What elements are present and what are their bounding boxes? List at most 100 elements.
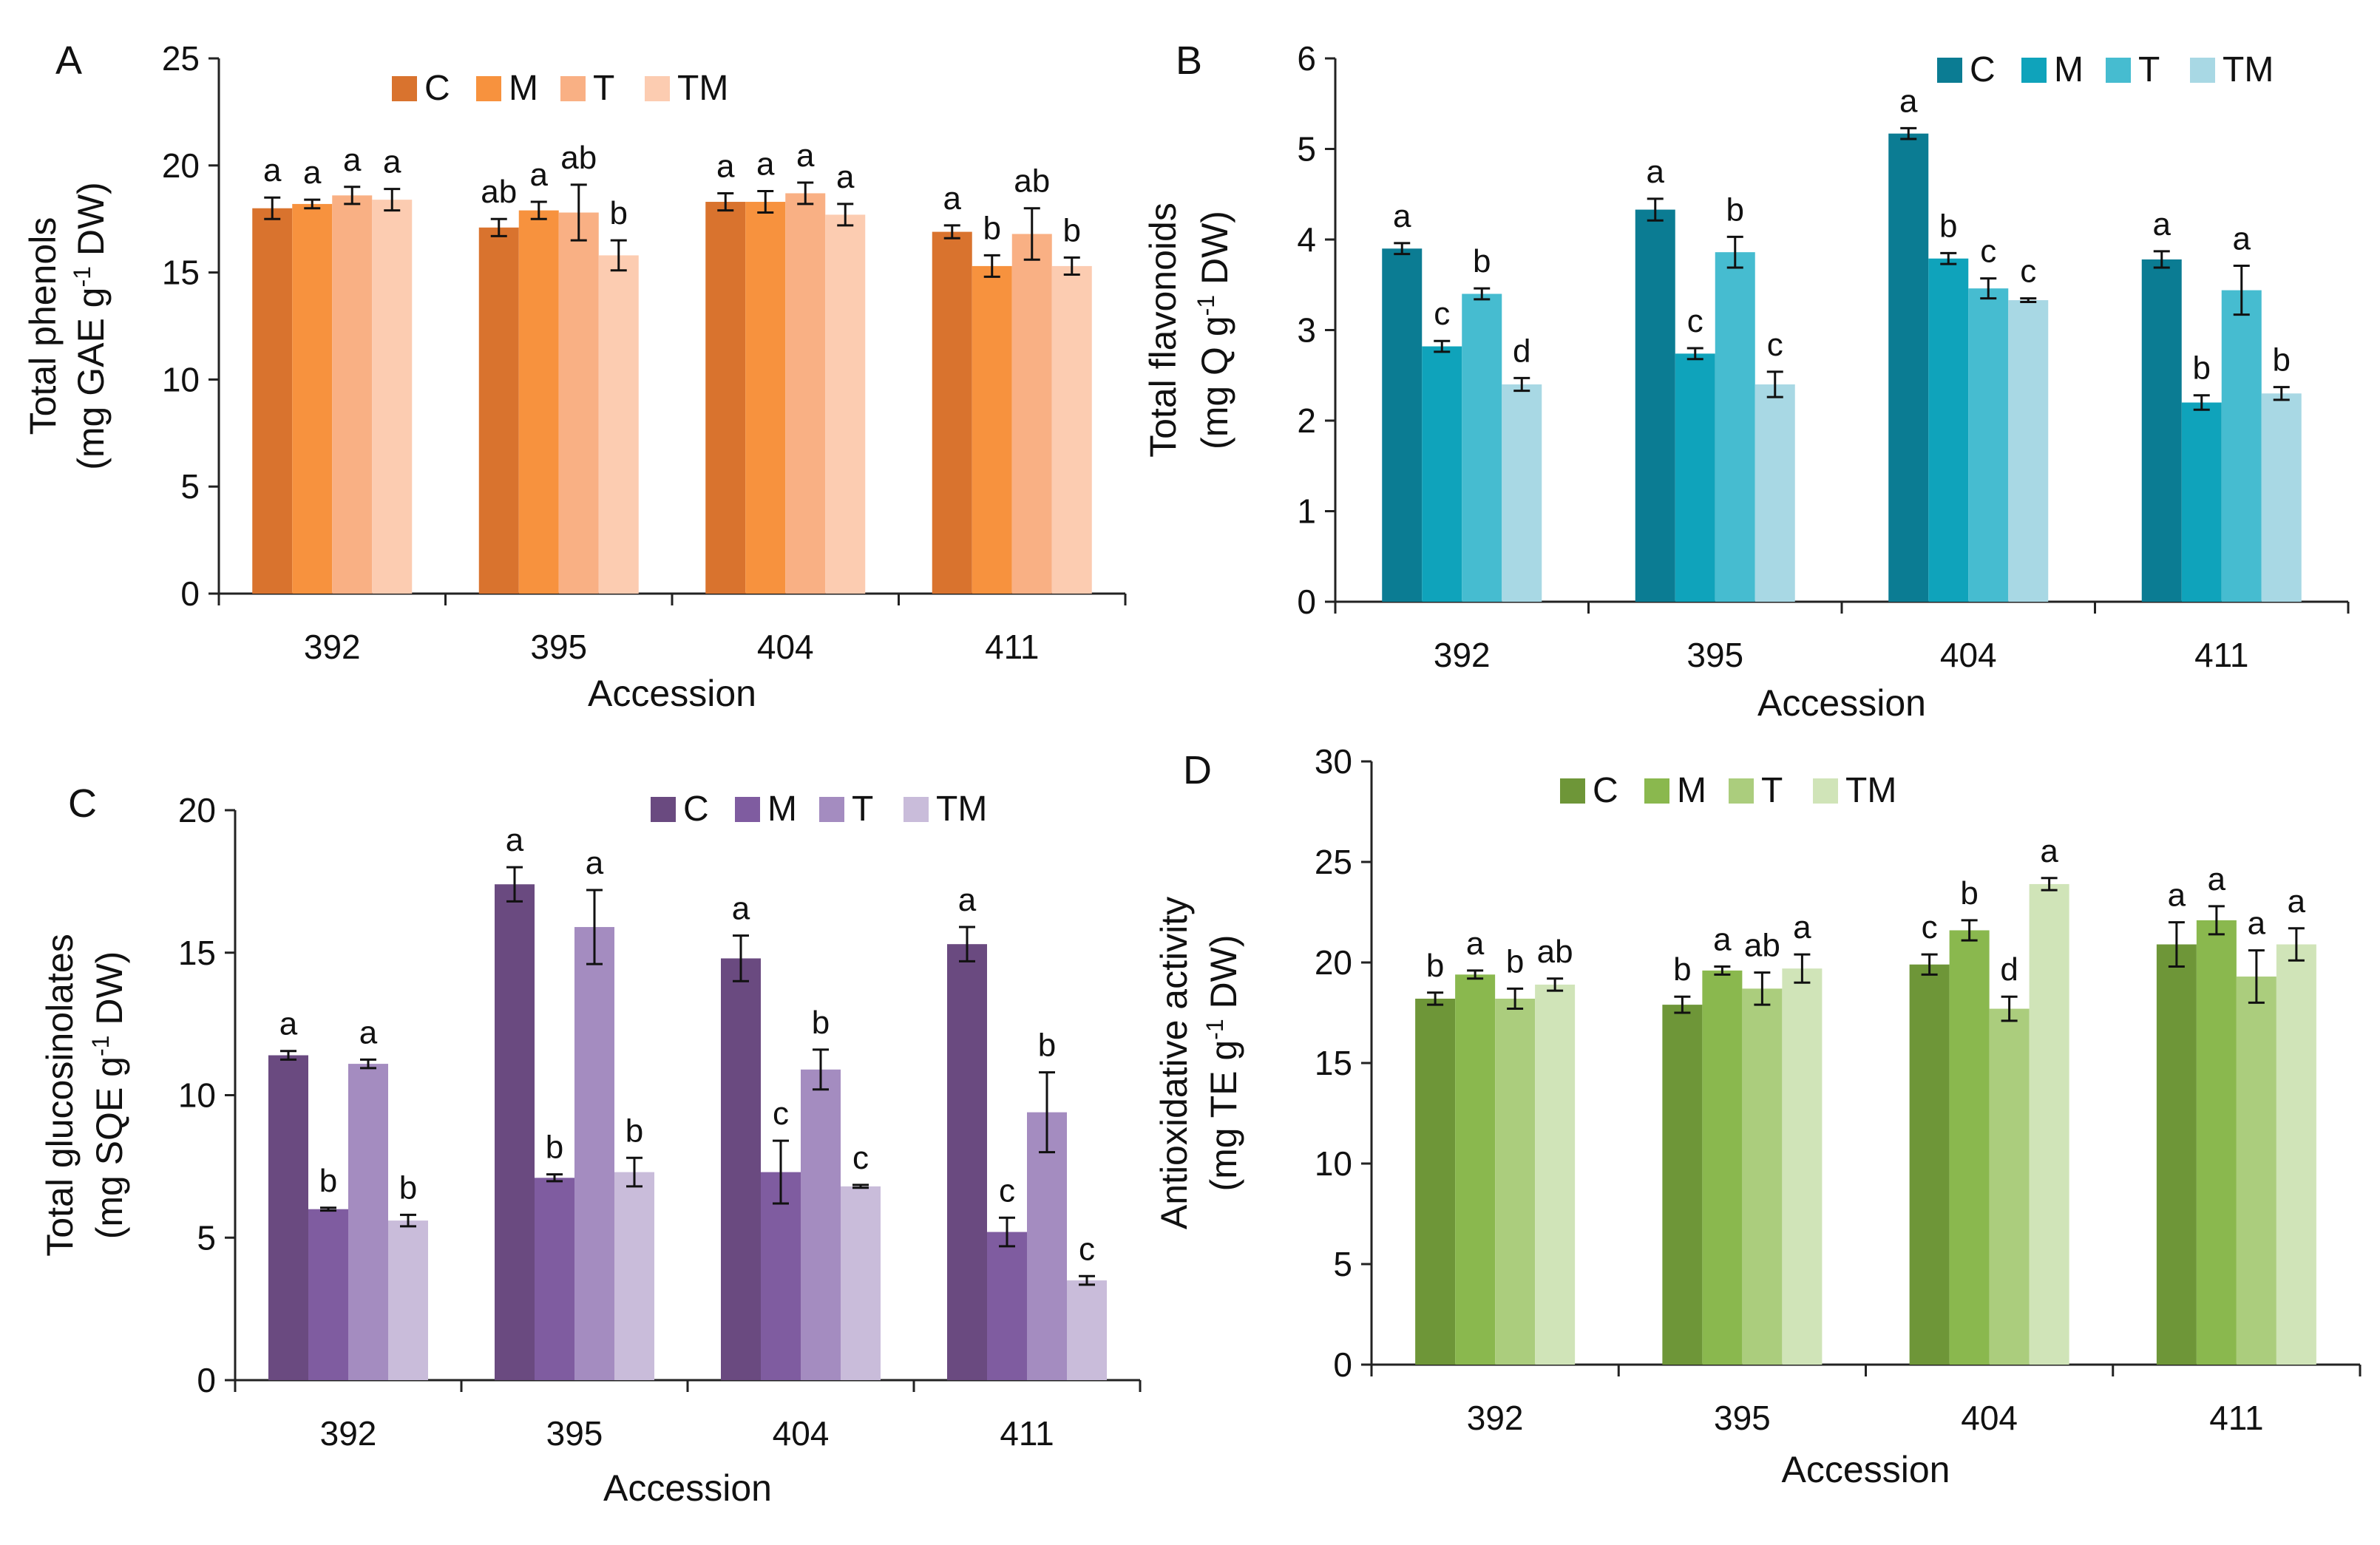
panel-d: D 0 5 10 15 20 25 30 392 395 404 411 Accession Antiox… [1153,742,2362,1490]
x-tick-label: 404 [1961,1399,2018,1437]
legend-swatch [2106,58,2131,83]
x-tick-label: 404 [773,1414,830,1453]
bar [292,203,333,594]
bar [535,1178,574,1380]
significance-label: a [343,142,362,178]
x-axis-title: Accession [603,1467,772,1509]
x-tick-label: 411 [985,628,1039,666]
y-axis-title: Total glucosinolates [39,934,81,1256]
significance-label: b [983,210,1001,246]
y-axis-unit-tail: DW) [1203,935,1244,1019]
x-tick-label: 395 [1686,636,1743,674]
bar [1415,998,1456,1365]
y-axis-unit-tail: DW) [70,182,112,266]
y-tick-label: 15 [178,934,216,972]
panel-c: C 0 5 10 15 20 392 395 404 411 Accession Total gluc… [39,781,1142,1509]
bar [2008,300,2049,602]
y-axis-unit: (mg TE g-1 DW) [1201,935,1244,1192]
legend-swatch [1937,58,1962,83]
y-tick-label: 0 [1297,583,1316,621]
x-axis-title: Accession [1782,1449,1950,1490]
panel-label: D [1183,748,1212,792]
bar [268,1055,308,1380]
legend-label: TM [1845,771,1896,810]
x-tick-label: 392 [320,1414,377,1453]
significance-label: b [2273,342,2291,378]
x-tick-label: 392 [1434,636,1491,674]
y-axis-title: Total phenols [22,217,64,435]
y-axis-unit-superscript: -1 [1201,1019,1228,1039]
bar [705,202,746,594]
legend-label: C [1593,771,1618,810]
legend-swatch [1813,778,1838,804]
significance-label: b [610,195,628,231]
bar [2029,883,2069,1365]
significance-label: b [1506,943,1524,979]
significance-label: a [2208,861,2226,897]
significance-label: b [2193,350,2211,387]
bar [2236,977,2276,1365]
y-axis-unit-superscript: -1 [69,266,95,287]
significance-label: b [1038,1028,1056,1064]
y-tick-label: 4 [1297,220,1316,259]
bar [1755,384,1795,602]
significance-label: b [399,1169,417,1206]
significance-label: a [2233,221,2251,257]
bar [1455,974,1496,1365]
x-tick-label: 395 [1714,1399,1771,1437]
x-tick-label: 395 [530,628,587,666]
bar [972,265,1012,594]
significance-label: c [2020,254,2036,290]
bar [558,212,599,594]
bar [478,227,519,594]
significance-label: c [1079,1231,1095,1267]
significance-label: ab [560,140,597,176]
significance-label: ab [1014,163,1050,200]
significance-label: a [2288,883,2306,920]
x-tick-label: 411 [2209,1399,2263,1437]
bar [825,214,866,594]
x-tick-label: 392 [304,628,361,666]
bar [1635,209,1675,602]
legend-label: M [2054,50,2084,89]
bar [1949,930,1990,1365]
bar [1382,248,1423,602]
significance-label: a [716,148,735,184]
y-tick-label: 0 [197,1361,216,1399]
y-tick-label: 5 [1297,130,1316,169]
legend-swatch [392,76,417,101]
bar [1928,258,1969,602]
significance-label: a [359,1014,378,1050]
significance-label: a [836,159,855,195]
significance-label: a [756,146,775,183]
significance-label: a [1899,83,1918,119]
y-tick-label: 10 [1315,1144,1352,1183]
bar [1909,964,1950,1365]
bar [574,927,614,1380]
significance-label: c [1767,327,1783,363]
legend-label: TM [677,69,728,108]
legend-label: TM [2223,50,2274,89]
y-axis-unit-tail: DW) [1194,211,1235,295]
bar [2261,393,2302,602]
y-axis-title: Total flavonoids [1142,203,1184,458]
bar [1675,353,1715,602]
significance-label: b [319,1163,337,1199]
significance-label: a [506,822,524,858]
bar [332,195,373,594]
bar [308,1209,348,1380]
x-axis-title: Accession [588,673,756,714]
legend-swatch [2021,58,2047,83]
bar [745,202,786,594]
bar [801,1069,841,1380]
bar [1051,265,1092,594]
y-tick-label: 25 [1315,843,1352,881]
x-tick-label: 392 [1467,1399,1524,1437]
significance-label: a [796,137,815,174]
significance-label: ab [481,174,517,210]
panel-label: C [68,781,97,826]
y-tick-label: 15 [1315,1044,1352,1082]
bar [2181,402,2222,602]
y-axis-unit-text: (mg Q g [1194,316,1235,449]
